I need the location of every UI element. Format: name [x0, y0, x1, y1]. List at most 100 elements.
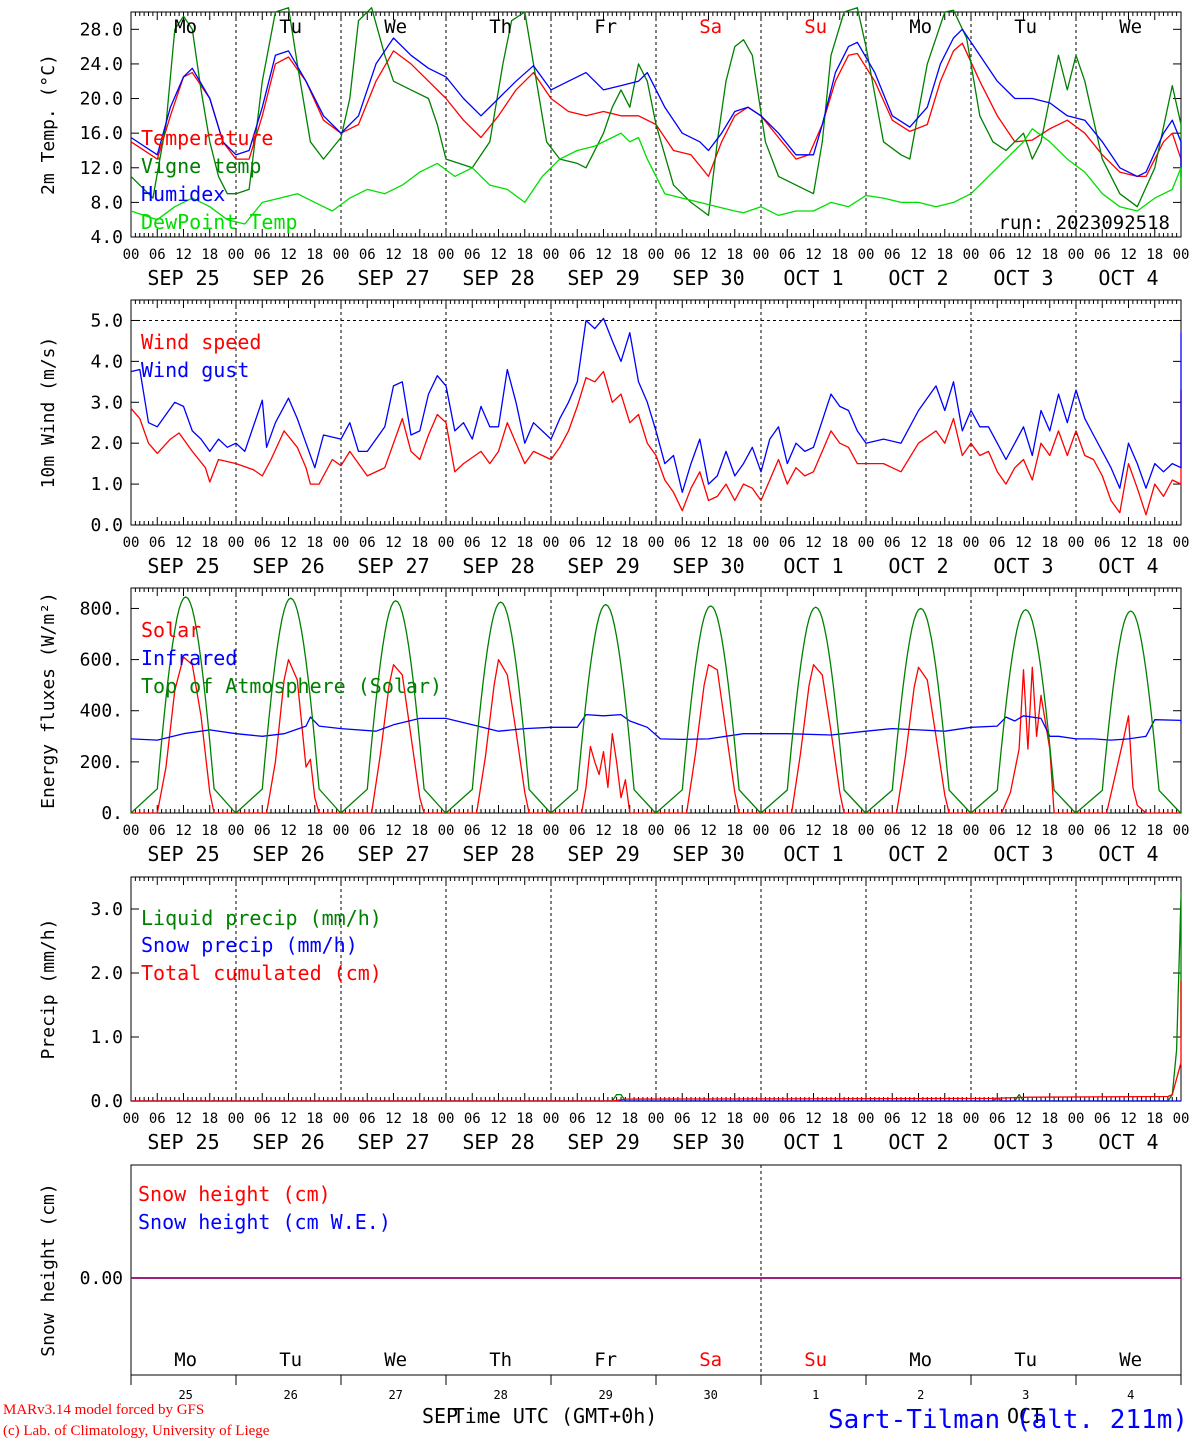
x-tick-label: 06 [359, 823, 376, 839]
x-tick-label: 18 [411, 535, 428, 551]
x-tick-label: 12 [910, 1111, 927, 1127]
x-date-label: SEP 26 [252, 1130, 324, 1154]
x-tick-label: 18 [1146, 247, 1163, 263]
x-tick-label: 12 [385, 535, 402, 551]
x-date-label: SEP 29 [567, 842, 639, 866]
x-date-label: OCT 2 [888, 554, 948, 578]
x-tick-label: 18 [516, 535, 533, 551]
x-tick-label: 12 [910, 247, 927, 263]
y-axis-title: 2m Temp. (°C) [38, 54, 59, 195]
x-tick-label: 00 [228, 1111, 245, 1127]
x-tick-label: 12 [805, 247, 822, 263]
x-tick-label: 00 [753, 823, 770, 839]
x-tick-label: 18 [1041, 1111, 1058, 1127]
x-tick-label: 00 [333, 823, 350, 839]
x-tick-label: 06 [1094, 823, 1111, 839]
x-tick-label: 18 [516, 823, 533, 839]
x-tick-label: 18 [936, 247, 953, 263]
weekday-label: Tu [1014, 16, 1037, 38]
y-tick-label: 20.0 [80, 89, 123, 110]
y-tick-label: 8.0 [90, 192, 123, 213]
day-number: 4 [1127, 1388, 1134, 1402]
x-date-label: OCT 2 [888, 842, 948, 866]
x-tick-label: 06 [149, 535, 166, 551]
x-tick-label: 18 [201, 535, 218, 551]
station-name: Sart-Tilman (alt. 211m) [828, 1405, 1188, 1435]
x-tick-label: 12 [280, 1111, 297, 1127]
x-tick-label: 18 [621, 1111, 638, 1127]
x-tick-label: 06 [884, 247, 901, 263]
x-tick-label: 18 [726, 1111, 743, 1127]
x-tick-label: 06 [989, 535, 1006, 551]
x-tick-label: 18 [831, 823, 848, 839]
x-tick-label: 00 [123, 247, 140, 263]
weekday-label: Sa [699, 1349, 722, 1371]
x-tick-label: 12 [385, 1111, 402, 1127]
weekday-label: Fr [594, 16, 617, 38]
x-tick-label: 18 [621, 535, 638, 551]
weekday-label: We [1119, 1349, 1142, 1371]
x-tick-label: 18 [411, 823, 428, 839]
x-date-label: SEP 29 [567, 554, 639, 578]
x-tick-label: 06 [989, 823, 1006, 839]
x-tick-label: 00 [648, 1111, 665, 1127]
x-tick-label: 18 [1146, 535, 1163, 551]
series-line-top-of-atmosphere-solar- [130, 596, 1182, 814]
x-tick-label: 12 [490, 823, 507, 839]
x-tick-label: 18 [831, 1111, 848, 1127]
x-tick-label: 12 [1120, 247, 1137, 263]
x-tick-label: 06 [674, 1111, 691, 1127]
x-tick-label: 06 [779, 1111, 796, 1127]
legend-entry: Humidex [141, 182, 225, 206]
series-line-vigne-temp [130, 7, 1182, 217]
x-tick-label: 06 [464, 247, 481, 263]
x-tick-label: 00 [1068, 1111, 1085, 1127]
x-date-label: SEP 28 [462, 266, 534, 290]
x-tick-label: 12 [595, 823, 612, 839]
y-axis-title: Precip (mm/h) [38, 919, 59, 1060]
x-tick-label: 00 [543, 1111, 560, 1127]
x-tick-label: 00 [1068, 535, 1085, 551]
x-tick-label: 12 [1015, 247, 1032, 263]
weekday-label: We [384, 16, 407, 38]
x-tick-label: 12 [595, 247, 612, 263]
y-tick-label: 200. [80, 752, 123, 773]
weekday-label: Tu [1014, 1349, 1037, 1371]
x-tick-label: 06 [674, 823, 691, 839]
x-date-label: OCT 1 [783, 266, 843, 290]
legend-entry: Snow height (cm W.E.) [138, 1210, 391, 1234]
day-number: 28 [493, 1388, 507, 1402]
x-date-label: OCT 4 [1098, 266, 1158, 290]
x-tick-label: 18 [1146, 1111, 1163, 1127]
x-date-label: SEP 26 [252, 842, 324, 866]
legend-entry: Liquid precip (mm/h) [141, 906, 382, 930]
panel-4: 00 06 12 18 SEP 25 00 06 12 18 SEP 26 00 06 12 18 SEP … [38, 876, 1190, 1154]
legend-entry: Top of Atmosphere (Solar) [141, 674, 442, 698]
x-date-label: OCT 1 [783, 1130, 843, 1154]
x-tick-label: 06 [149, 823, 166, 839]
x-tick-label: 00 [228, 823, 245, 839]
x-tick-label: 12 [1120, 535, 1137, 551]
y-tick-label: 800. [80, 598, 123, 619]
weekday-label: We [1119, 16, 1142, 38]
x-tick-label: 12 [910, 535, 927, 551]
x-date-label: OCT 3 [993, 842, 1053, 866]
weekday-label: Tu [279, 16, 302, 38]
x-tick-label: 18 [516, 1111, 533, 1127]
series-line-wind-speed [130, 370, 1182, 516]
x-date-label: SEP 26 [252, 266, 324, 290]
x-date-label: SEP 30 [672, 842, 744, 866]
x-tick-label: 12 [280, 247, 297, 263]
x-tick-label: 00 [1173, 1111, 1190, 1127]
y-axis-title: Energy fluxes (W/m²) [38, 592, 59, 809]
y-tick-label: 5.0 [90, 310, 123, 331]
day-number: 30 [703, 1388, 717, 1402]
x-tick-label: 18 [306, 535, 323, 551]
x-axis-title: Time UTC (GMT+0h) [453, 1404, 658, 1428]
day-number: 29 [598, 1388, 612, 1402]
x-tick-label: 12 [385, 247, 402, 263]
x-tick-label: 00 [438, 247, 455, 263]
plot-frame [130, 299, 1182, 526]
y-tick-label: 4.0 [90, 351, 123, 372]
